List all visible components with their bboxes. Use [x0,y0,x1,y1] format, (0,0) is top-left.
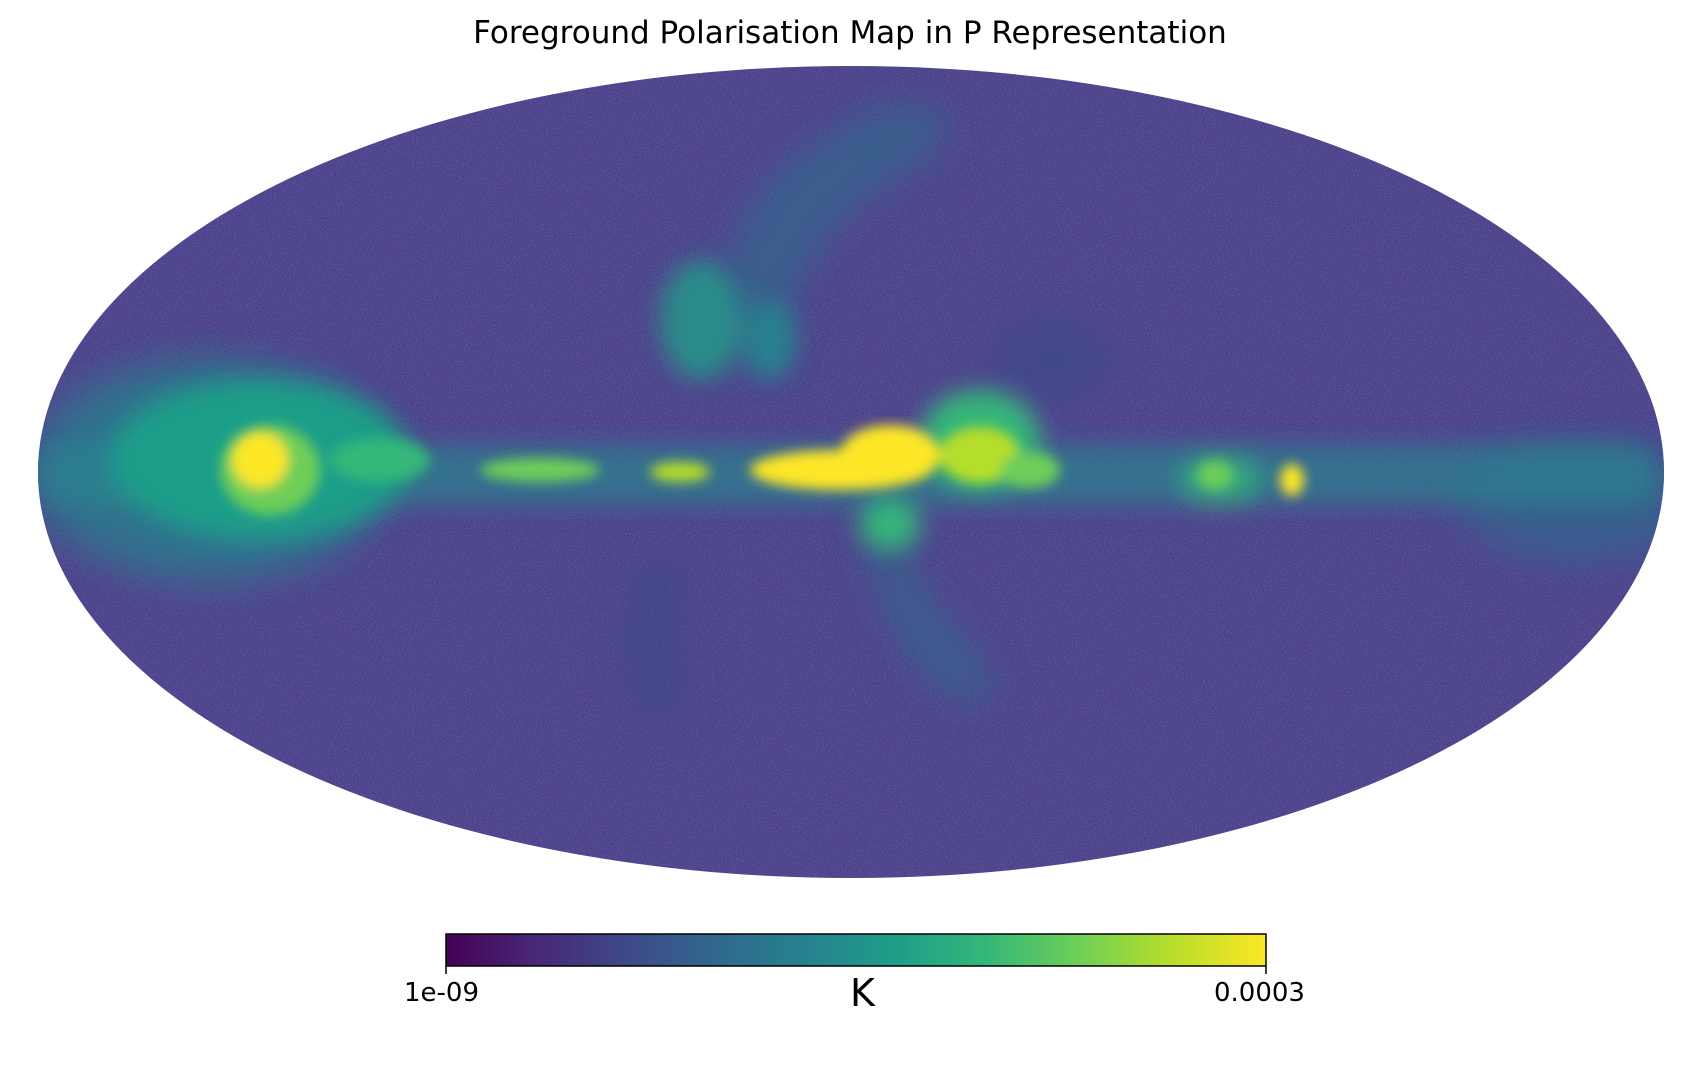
chart-title: Foreground Polarisation Map in P Represe… [473,15,1227,51]
colorbar-unit-label: K [850,971,875,1015]
colorbar-gradient [445,933,1267,967]
colorbar-min-label: 1e-09 [404,978,480,1008]
colorbar [445,933,1267,974]
sky-map-field [38,66,1664,878]
colorbar-max-label: 0.0003 [1214,978,1305,1008]
